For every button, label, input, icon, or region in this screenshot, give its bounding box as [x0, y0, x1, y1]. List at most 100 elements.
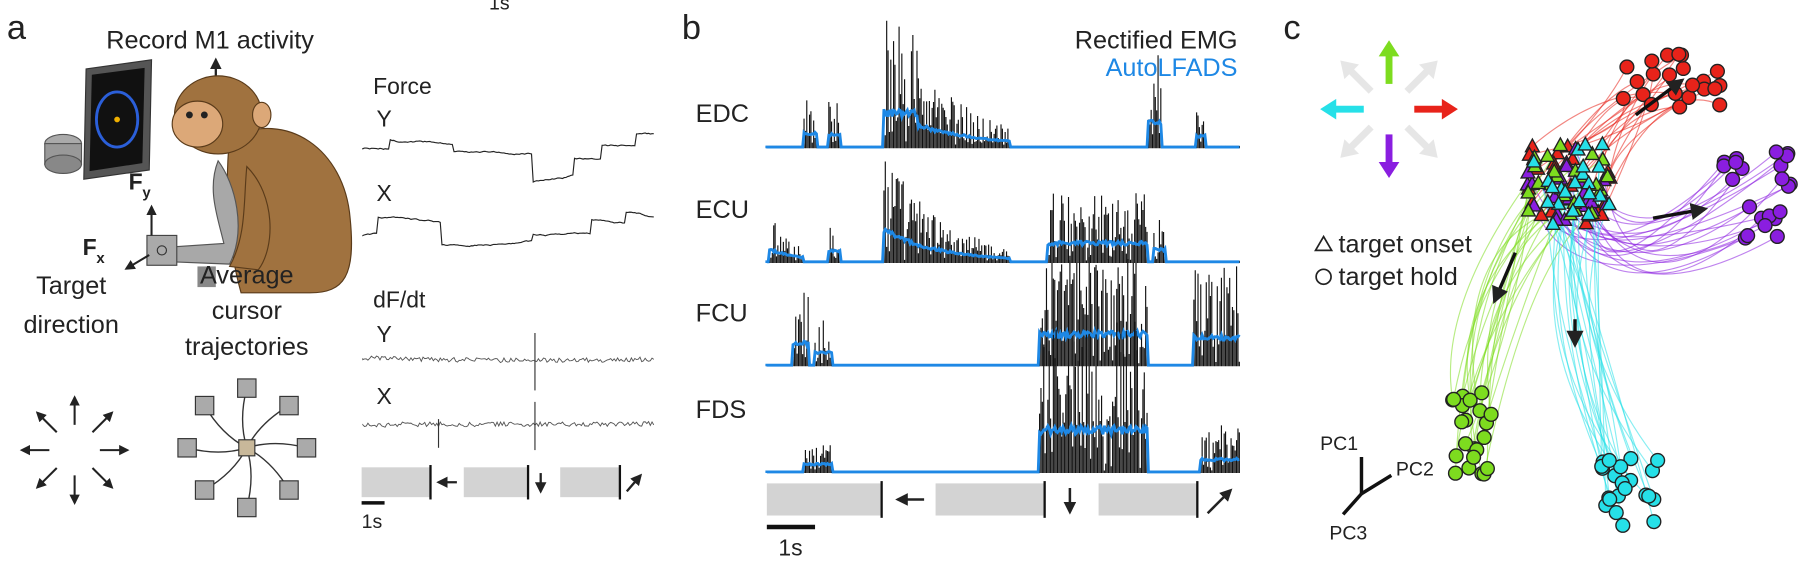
- monkey: [146, 75, 353, 294]
- target: [194, 480, 215, 500]
- hold-marker: [1671, 46, 1687, 62]
- title: Record M1 activity: [106, 26, 314, 54]
- arrow-head: [1320, 98, 1337, 120]
- target: [237, 378, 257, 398]
- arrow: [1652, 202, 1709, 220]
- direction-arrows: [19, 395, 130, 505]
- onset-marker: [1571, 192, 1588, 208]
- neural-trajectories: [1445, 46, 1798, 533]
- autolfads-trace: [765, 420, 1240, 474]
- trajectory: [1483, 212, 1593, 475]
- hold-marker: [1650, 452, 1666, 469]
- trajectory: [1603, 168, 1743, 252]
- hold-marker: [1462, 392, 1478, 408]
- force-traces: [362, 132, 655, 451]
- force-symbol: F: [129, 169, 143, 195]
- trajectory: [1449, 155, 1548, 401]
- onset-marker: [1581, 184, 1598, 200]
- onset-marker: [1577, 135, 1594, 151]
- onset-marker: [1546, 162, 1563, 178]
- target: [237, 497, 257, 518]
- hold-marker: [1768, 144, 1784, 160]
- hold-marker: [1479, 461, 1495, 477]
- dfdt-trace: [362, 355, 655, 364]
- trace-label: X: [377, 383, 392, 409]
- trajectory: [1606, 161, 1737, 224]
- target: [177, 438, 197, 458]
- trace-title: dF/dt: [373, 287, 426, 313]
- direction-arrows: [1320, 40, 1458, 179]
- cursor-trajectories: [177, 378, 317, 518]
- trace-label: Y: [377, 321, 392, 347]
- hold-marker: [1448, 448, 1464, 464]
- caption: trajectories: [185, 333, 309, 361]
- onset-marker: [1584, 145, 1601, 161]
- target-bars: [766, 481, 1233, 518]
- panel-label: c: [1283, 9, 1300, 47]
- hold-marker: [1740, 228, 1756, 244]
- force-trace: [362, 132, 654, 183]
- caption: Target: [36, 272, 106, 300]
- onset-marker: [1575, 157, 1592, 173]
- hold-marker: [1615, 517, 1631, 533]
- autolfads-trace: [765, 226, 1240, 264]
- muscle-label: FDS: [696, 396, 747, 424]
- hold-marker: [1447, 465, 1464, 481]
- onset-marker: [1539, 147, 1556, 163]
- hold-marker: [1601, 452, 1617, 469]
- hold-marker: [1725, 171, 1741, 187]
- trajectory: [1552, 223, 1622, 467]
- trajectory: [1568, 155, 1788, 253]
- panel-label: a: [7, 9, 27, 47]
- trajectory: [1528, 66, 1628, 189]
- onset-marker: [1520, 183, 1537, 199]
- hold-marker: [1635, 86, 1651, 103]
- marker-legend: target onset: [1339, 231, 1472, 259]
- onset-marker: [1578, 214, 1595, 230]
- trace-title: Force: [373, 73, 432, 99]
- force-subscript: x: [96, 250, 105, 267]
- hold-marker: [1615, 90, 1631, 107]
- hold-marker: [1454, 414, 1470, 430]
- hold-marker: [1476, 429, 1492, 446]
- hold-marker: [1707, 81, 1723, 97]
- hold-marker: [1681, 89, 1697, 105]
- onset-marker: [1525, 152, 1542, 168]
- trace-label: Y: [377, 105, 392, 131]
- hold-marker: [1672, 99, 1688, 115]
- hold-marker: [1774, 171, 1790, 187]
- monitor: [44, 59, 153, 180]
- emg-traces: [765, 20, 1241, 474]
- arrow-head: [1340, 139, 1359, 158]
- scale-label: 1s: [778, 535, 802, 561]
- target: [279, 395, 299, 416]
- onset-marker: [1520, 201, 1537, 217]
- muscle-label: ECU: [696, 196, 749, 224]
- hold-marker: [1684, 77, 1701, 93]
- direction-arrow: [1347, 124, 1374, 151]
- legend-entry: AutoLFADS: [1106, 54, 1238, 82]
- arrow-head: [1441, 98, 1458, 120]
- onset-marker: [1580, 205, 1597, 221]
- onset-marker: [1544, 215, 1561, 231]
- autolfads-trace: [765, 106, 1240, 149]
- marker-legend: target hold: [1339, 263, 1458, 291]
- trajectory: [1551, 186, 1626, 489]
- arrow: [1634, 78, 1685, 117]
- center: [238, 439, 256, 457]
- hold-marker: [1629, 74, 1645, 90]
- direction-arrow: [1404, 124, 1431, 151]
- hold-marker: [1661, 67, 1678, 83]
- arrow: [91, 411, 114, 433]
- direction-arrow: [1347, 67, 1374, 94]
- legend-entry: Rectified EMG: [1075, 26, 1238, 54]
- onset-marker: [1564, 202, 1581, 217]
- onset-marker: [1557, 183, 1574, 198]
- hold-marker: [1474, 385, 1490, 401]
- onset-marker: [1599, 167, 1616, 183]
- emg-trace: [766, 320, 1240, 474]
- hold-marker: [1483, 406, 1499, 422]
- hold-marker: [1712, 97, 1728, 113]
